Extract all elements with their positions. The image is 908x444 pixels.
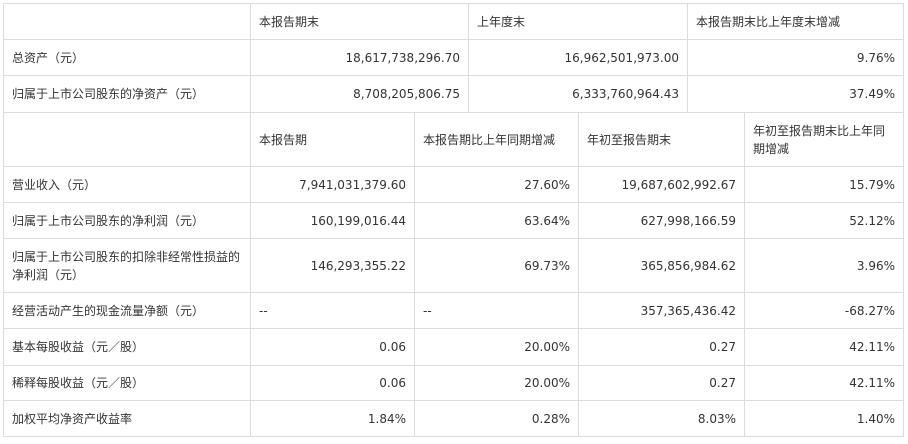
cell-value: 365,856,984.62 (578, 238, 745, 293)
cell-value: 3.96% (744, 238, 904, 293)
table-row: 加权平均净资产收益率 1.84% 0.28% 8.03% 1.40% (3, 400, 904, 437)
cell-value: 0.27 (578, 328, 745, 366)
header-change-vs-prior-period: 本报告期比上年同期增减 (414, 112, 579, 167)
section2-header-row: 本报告期 本报告期比上年同期增减 年初至报告期末 年初至报告期末比上年同期增减 (3, 112, 904, 167)
cell-value: 20.00% (414, 365, 579, 401)
cell-value: 627,998,166.59 (578, 202, 745, 239)
cell-value: 9.76% (687, 39, 904, 76)
cell-value: 27.60% (414, 166, 579, 203)
header-empty-cell (3, 112, 251, 167)
row-label: 归属于上市公司股东的扣除非经常性损益的净利润（元） (3, 238, 251, 293)
header-period-end: 本报告期末 (250, 3, 469, 40)
financial-data-table: 本报告期末 上年度末 本报告期末比上年度末增减 总资产（元） 18,617,73… (3, 3, 904, 437)
header-empty-cell (3, 3, 251, 40)
cell-value: -- (250, 292, 415, 329)
section1-header-row: 本报告期末 上年度末 本报告期末比上年度末增减 (3, 3, 904, 40)
cell-value: 69.73% (414, 238, 579, 293)
table-row: 经营活动产生的现金流量净额（元） -- -- 357,365,436.42 -6… (3, 292, 904, 329)
cell-value: 1.40% (744, 400, 904, 437)
cell-value: -68.27% (744, 292, 904, 329)
cell-value: -- (414, 292, 579, 329)
cell-value: 52.12% (744, 202, 904, 239)
row-label: 经营活动产生的现金流量净额（元） (3, 292, 251, 329)
table-row: 归属于上市公司股东的扣除非经常性损益的净利润（元） 146,293,355.22… (3, 238, 904, 293)
row-label: 总资产（元） (3, 39, 251, 76)
table-row: 营业收入（元） 7,941,031,379.60 27.60% 19,687,6… (3, 166, 904, 203)
cell-value: 16,962,501,973.00 (468, 39, 688, 76)
row-label: 归属于上市公司股东的净利润（元） (3, 202, 251, 239)
row-label: 加权平均净资产收益率 (3, 400, 251, 437)
cell-value: 15.79% (744, 166, 904, 203)
table-row: 总资产（元） 18,617,738,296.70 16,962,501,973.… (3, 39, 904, 76)
header-change-vs-prior-year-end: 本报告期末比上年度末增减 (687, 3, 904, 40)
row-label: 营业收入（元） (3, 166, 251, 203)
table-row: 基本每股收益（元／股） 0.06 20.00% 0.27 42.11% (3, 328, 904, 366)
cell-value: 160,199,016.44 (250, 202, 415, 239)
row-label: 归属于上市公司股东的净资产（元） (3, 75, 251, 113)
cell-value: 146,293,355.22 (250, 238, 415, 293)
header-current-period: 本报告期 (250, 112, 415, 167)
table-row: 归属于上市公司股东的净资产（元） 8,708,205,806.75 6,333,… (3, 75, 904, 113)
cell-value: 8,708,205,806.75 (250, 75, 469, 113)
cell-value: 19,687,602,992.67 (578, 166, 745, 203)
cell-value: 357,365,436.42 (578, 292, 745, 329)
row-label: 稀释每股收益（元／股） (3, 365, 251, 401)
cell-value: 42.11% (744, 328, 904, 366)
cell-value: 0.06 (250, 365, 415, 401)
cell-value: 0.28% (414, 400, 579, 437)
table-row: 稀释每股收益（元／股） 0.06 20.00% 0.27 42.11% (3, 365, 904, 401)
cell-value: 1.84% (250, 400, 415, 437)
cell-value: 0.27 (578, 365, 745, 401)
cell-value: 8.03% (578, 400, 745, 437)
table-row: 归属于上市公司股东的净利润（元） 160,199,016.44 63.64% 6… (3, 202, 904, 239)
cell-value: 37.49% (687, 75, 904, 113)
row-label: 基本每股收益（元／股） (3, 328, 251, 366)
cell-value: 42.11% (744, 365, 904, 401)
header-year-to-date: 年初至报告期末 (578, 112, 745, 167)
header-ytd-change: 年初至报告期末比上年同期增减 (744, 112, 904, 167)
cell-value: 20.00% (414, 328, 579, 366)
cell-value: 6,333,760,964.43 (468, 75, 688, 113)
header-prior-year-end: 上年度末 (468, 3, 688, 40)
cell-value: 7,941,031,379.60 (250, 166, 415, 203)
cell-value: 0.06 (250, 328, 415, 366)
cell-value: 18,617,738,296.70 (250, 39, 469, 76)
cell-value: 63.64% (414, 202, 579, 239)
